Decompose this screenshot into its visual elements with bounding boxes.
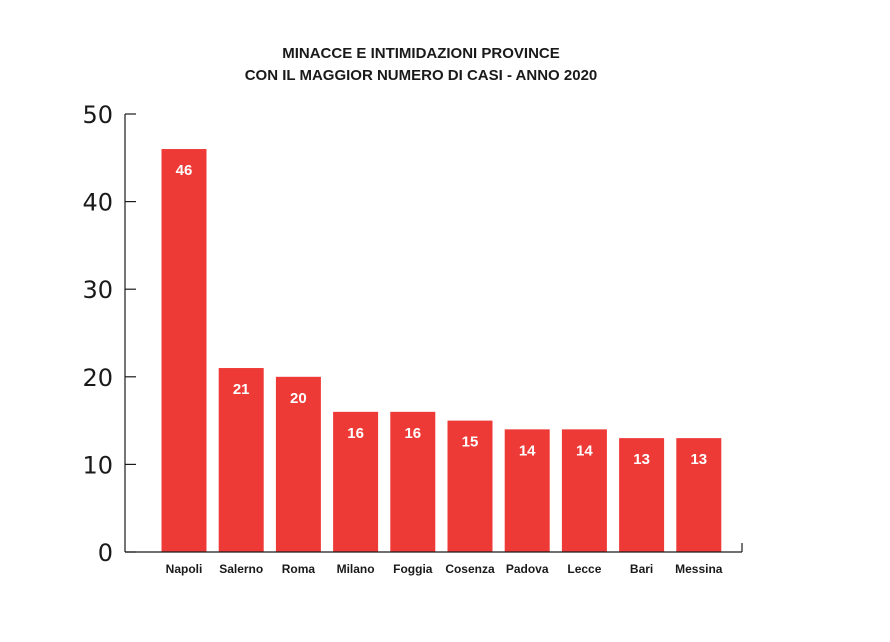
y-axis: 0 10 20 30 40 50 [82, 101, 136, 567]
data-label-napoli: 46 [176, 162, 193, 179]
x-tick-label-padova: Padova [506, 562, 549, 576]
data-label-bari: 13 [633, 451, 650, 468]
chart-title: MINACCE E INTIMIDAZIONI PROVINCE CON IL … [245, 45, 598, 84]
x-tick-label-lecce: Lecce [567, 562, 601, 576]
y-tick-label-0: 0 [98, 539, 113, 567]
y-tick-label-50: 50 [82, 101, 113, 129]
bar-foggia [390, 411, 436, 552]
y-tick-label-40: 40 [82, 189, 113, 217]
data-label-salerno: 21 [233, 381, 250, 398]
data-label-lecce: 14 [576, 442, 593, 459]
data-label-messina: 13 [690, 451, 707, 468]
x-tick-label-cosenza: Cosenza [445, 562, 495, 576]
bar-napoli [161, 149, 207, 553]
data-label-roma: 20 [290, 390, 307, 407]
bars-group [161, 149, 722, 553]
bar-padova [504, 429, 550, 552]
y-tick-label-10: 10 [82, 451, 113, 479]
x-tick-label-roma: Roma [282, 562, 316, 576]
data-labels-group: 46 21 20 16 16 15 14 14 13 13 [176, 162, 707, 468]
x-tick-label-salerno: Salerno [219, 562, 263, 576]
data-label-cosenza: 15 [462, 434, 479, 451]
bar-bari [619, 438, 665, 552]
data-label-milano: 16 [347, 425, 364, 442]
bar-roma [275, 376, 321, 552]
x-tick-label-bari: Bari [630, 562, 653, 576]
y-tick-label-20: 20 [82, 364, 113, 392]
data-label-padova: 14 [519, 442, 536, 459]
data-label-foggia: 16 [404, 425, 421, 442]
bar-lecce [561, 429, 607, 552]
bar-salerno [218, 368, 264, 552]
x-tick-label-foggia: Foggia [393, 562, 433, 576]
x-tick-label-milano: Milano [337, 562, 375, 576]
x-axis: Napoli Salerno Roma Milano Foggia Cosenza Pado… [125, 543, 743, 576]
bar-messina [676, 438, 722, 552]
chart-title-line-1: MINACCE E INTIMIDAZIONI PROVINCE [282, 45, 560, 62]
x-tick-label-messina: Messina [675, 562, 723, 576]
y-tick-label-30: 30 [82, 276, 113, 304]
x-tick-label-napoli: Napoli [166, 562, 203, 576]
chart-title-line-2: CON IL MAGGIOR NUMERO DI CASI - ANNO 202… [245, 67, 598, 84]
bar-cosenza [447, 420, 493, 552]
bar-milano [333, 411, 379, 552]
